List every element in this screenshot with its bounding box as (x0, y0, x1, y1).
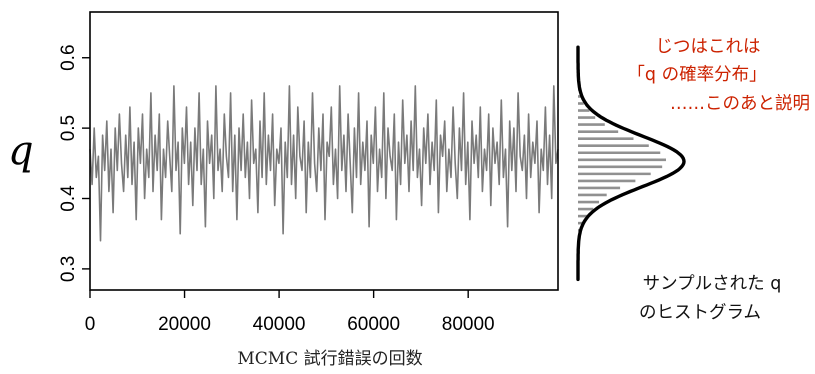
y-tick-label: 0.3 (58, 256, 79, 282)
x-tick-label: 40000 (253, 314, 306, 335)
annotation-note: じつはこれは 「q の確率分布」 ……このあと説明 (627, 37, 810, 114)
y-axis-label: q (8, 128, 34, 174)
annotation-note-line-1: じつはこれは (656, 37, 761, 57)
y-tick-label: 0.6 (58, 44, 79, 70)
y-tick-label: 0.5 (58, 115, 79, 141)
histogram-caption-line-2: のヒストグラム (639, 303, 761, 323)
histogram-caption: サンプルされた q のヒストグラム (639, 274, 781, 323)
x-tick-label: 0 (85, 314, 96, 335)
y-tick-label: 0.4 (58, 185, 79, 212)
x-tick-label: 20000 (158, 314, 211, 335)
trace-series-line (89, 85, 559, 242)
trace-plot: 0 20000 40000 60000 80000 0.3 0.4 0.5 0.6 (58, 11, 559, 335)
x-tick-label: 60000 (347, 314, 400, 335)
histogram-caption-line-1: サンプルされた q (643, 274, 782, 294)
annotation-note-line-3: ……このあと説明 (670, 94, 810, 114)
density-curve (576, 45, 686, 282)
x-tick-label: 80000 (442, 314, 495, 335)
plot-frame (89, 11, 559, 291)
histogram-panel (576, 45, 686, 282)
x-axis-label: MCMC 試行錯誤の回数 (237, 349, 422, 369)
annotation-note-line-2: 「q の確率分布」 (627, 65, 766, 85)
